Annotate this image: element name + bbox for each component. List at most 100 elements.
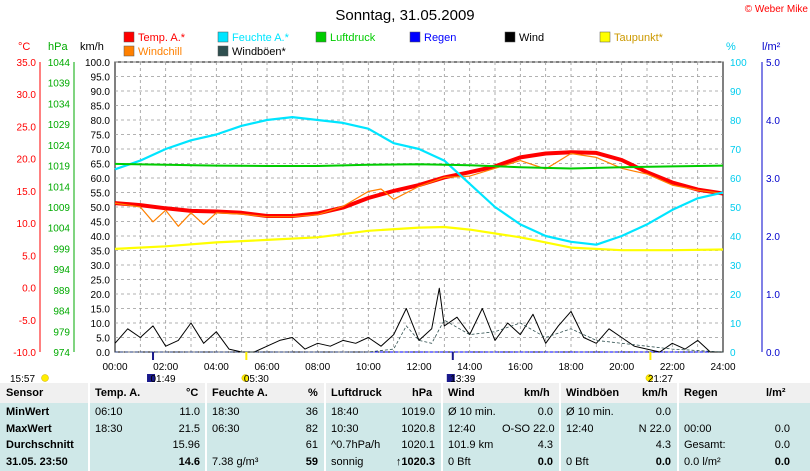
moonrise-moon-icon <box>147 374 156 382</box>
percent-tick-label: 90 <box>730 87 742 98</box>
header-humidity-unit: % <box>308 387 318 399</box>
rain-tick-label: 2.0 <box>766 232 780 243</box>
table-cell-hum_t: 06:30 <box>212 422 240 435</box>
table-cell-rain_v: 0.0 <box>774 439 790 451</box>
series-group <box>114 115 724 353</box>
header-sensor: Sensor <box>6 387 44 399</box>
hpa-tick-label: 994 <box>53 265 70 276</box>
table-cell-rain_v: 0.0 <box>774 422 790 435</box>
moonset-time-label: 13:39 <box>450 374 475 383</box>
time-tick-label: 12:00 <box>406 362 431 373</box>
series-line <box>114 287 723 353</box>
hpa-tick-label: 1019 <box>48 162 71 173</box>
header-pressure: Luftdruck <box>331 387 382 399</box>
table-cell-gust_t: 12:40 <box>566 422 594 435</box>
time-tick-label: 02:00 <box>153 362 178 373</box>
header-wind-unit: km/h <box>524 387 550 399</box>
percent-tick-label: 100 <box>730 58 747 69</box>
header-temp-unit: °C <box>186 387 199 399</box>
percent-tick-label: 70 <box>730 145 742 156</box>
left-time-label: 15:57 <box>10 374 35 383</box>
kmh-tick-label: 100.0 <box>85 58 110 69</box>
table-header <box>0 383 810 403</box>
kmh-tick-label: 0.0 <box>96 348 110 359</box>
table-cell-rain_v: 0.0 <box>774 455 790 468</box>
time-tick-label: 20:00 <box>609 362 634 373</box>
kmh-tick-label: 65.0 <box>91 160 111 171</box>
hpa-tick-label: 1009 <box>48 203 71 214</box>
time-tick-label: 00:00 <box>102 362 127 373</box>
table-cell-label: MaxWert <box>6 422 52 435</box>
celsius-tick-label: 10.0 <box>17 219 37 230</box>
hpa-tick-label: 1044 <box>48 58 71 69</box>
header-gust-unit: km/h <box>642 387 668 399</box>
percent-tick-label: 0 <box>730 348 736 359</box>
header-humidity: Feuchte A. <box>212 387 268 399</box>
time-tick-label: 06:00 <box>254 362 279 373</box>
kmh-tick-label: 35.0 <box>91 247 111 258</box>
hpa-tick-label: 1029 <box>48 120 71 131</box>
kmh-tick-label: 40.0 <box>91 232 111 243</box>
percent-unit-label: % <box>726 41 736 53</box>
rain-tick-label: 4.0 <box>766 116 780 127</box>
kmh-tick-label: 95.0 <box>91 73 111 84</box>
legend-swatch <box>409 31 421 43</box>
table-cell-gust_v: N 22.0 <box>638 422 671 435</box>
table-cell-press_v: 1020.8 <box>401 422 435 435</box>
celsius-tick-label: -10.0 <box>13 348 36 359</box>
kmh-tick-label: 75.0 <box>91 131 111 142</box>
table-cell-press_t: sonnig <box>331 455 364 468</box>
header-temp: Temp. A. <box>95 387 141 399</box>
legend-label: Windböen* <box>232 46 287 58</box>
legend-label: Feuchte A.* <box>232 32 290 44</box>
kmh-tick-label: 45.0 <box>91 218 111 229</box>
time-tick-label: 24:00 <box>710 362 735 373</box>
table-cell-temp_v: 21.5 <box>178 422 200 435</box>
kmh-tick-label: 90.0 <box>91 87 111 98</box>
celsius-tick-label: 5.0 <box>22 251 36 262</box>
table-cell-wind_m: O-SO 22.0 <box>502 422 555 435</box>
time-tick-label: 10:00 <box>356 362 381 373</box>
header-rain-unit: l/m² <box>766 387 786 399</box>
legend-label: Windchill <box>138 46 182 58</box>
celsius-unit-label: °C <box>18 41 30 53</box>
percent-tick-label: 50 <box>730 203 742 214</box>
hpa-tick-label: 1014 <box>48 182 71 193</box>
sunrise-sun-icon <box>241 374 250 382</box>
legend-label: Luftdruck <box>330 32 376 44</box>
rain-unit-label: l/m² <box>762 41 781 53</box>
table-cell-gust_v: 4.3 <box>655 439 671 451</box>
hpa-tick-label: 1039 <box>48 79 71 90</box>
rain-tick-label: 3.0 <box>766 174 780 185</box>
time-tick-label: 18:00 <box>558 362 583 373</box>
table-cell-wind_t: Ø 10 min. <box>448 406 496 418</box>
table-cell-wind_v: 4.3 <box>537 439 553 451</box>
hpa-tick-label: 1004 <box>48 224 71 235</box>
grid-lines <box>115 61 723 353</box>
kmh-tick-label: 15.0 <box>91 305 111 316</box>
table-cell-hum_v: 82 <box>305 422 318 435</box>
table-cell-press_v: ↑1020.3 <box>395 455 435 468</box>
table-cell-temp_t: 18:30 <box>95 422 123 435</box>
celsius-tick-label: -5.0 <box>19 316 37 327</box>
chart-title: Sonntag, 31.05.2009 <box>335 7 474 24</box>
table-cell-press_v: 1020.1 <box>401 439 435 451</box>
hpa-tick-label: 1024 <box>48 141 71 152</box>
legend-swatch <box>504 31 516 43</box>
table-cell-press_t: 18:40 <box>331 406 359 418</box>
celsius-tick-label: 30.0 <box>17 90 37 101</box>
table-cell-label: 31.05. 23:50 <box>6 455 68 468</box>
weather-chart: Sonntag, 31.05.2009 © Weber Mike Temp. A… <box>10 4 808 383</box>
legend-swatch <box>123 31 135 43</box>
time-tick-label: 08:00 <box>305 362 330 373</box>
table-cell-wind_v: 0.0 <box>537 455 553 468</box>
legend-label: Taupunkt* <box>614 32 664 44</box>
table-cell-hum_t: 7.38 g/m³ <box>212 455 259 468</box>
series-line <box>114 225 724 252</box>
legend-label: Regen <box>424 32 456 44</box>
legend-swatch <box>217 45 229 57</box>
rain-tick-label: 1.0 <box>766 290 780 301</box>
kmh-tick-label: 80.0 <box>91 116 111 127</box>
axis-ticks: 35.0 30.0 25.0 20.0 15.0 10.0 5.0 0.0 -5.0 -10.0 1… <box>13 58 780 373</box>
series-line <box>114 152 724 227</box>
